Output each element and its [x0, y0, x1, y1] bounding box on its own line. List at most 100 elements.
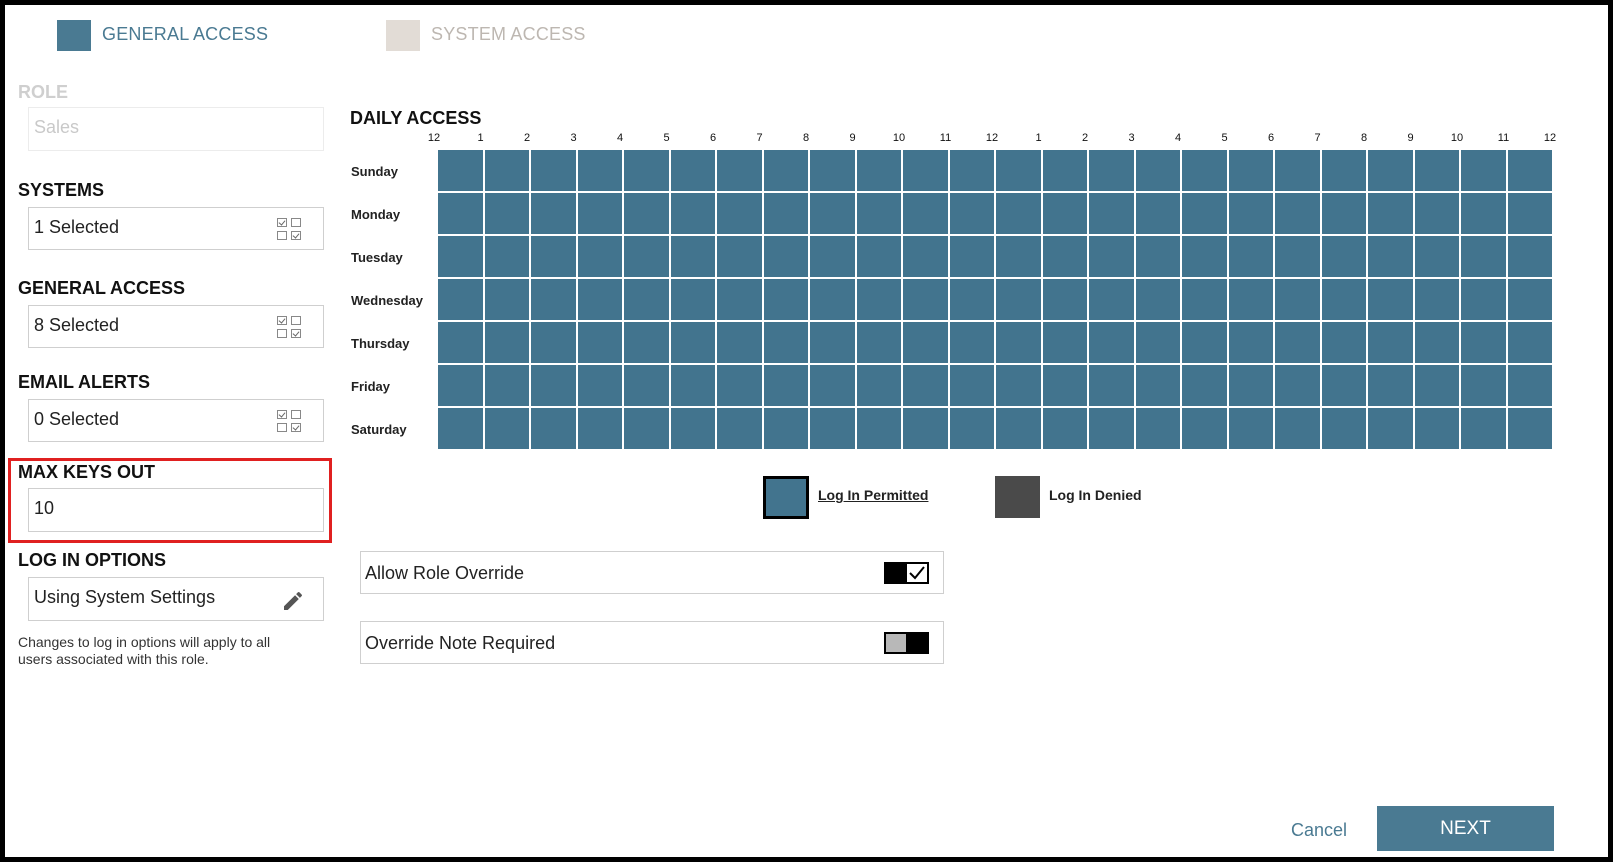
access-cell[interactable]: [670, 408, 715, 449]
access-cell[interactable]: [1321, 236, 1366, 277]
access-cell[interactable]: [1228, 279, 1273, 320]
access-cell[interactable]: [1461, 193, 1506, 234]
access-cell[interactable]: [1042, 408, 1087, 449]
access-cell[interactable]: [531, 150, 576, 191]
general-access-select[interactable]: 8 Selected: [28, 305, 324, 348]
access-cell[interactable]: [1182, 150, 1227, 191]
access-cell[interactable]: [1368, 150, 1413, 191]
access-cell[interactable]: [903, 408, 948, 449]
access-cell[interactable]: [1089, 279, 1134, 320]
access-cell[interactable]: [1182, 236, 1227, 277]
access-cell[interactable]: [763, 193, 808, 234]
access-cell[interactable]: [531, 408, 576, 449]
access-cell[interactable]: [763, 279, 808, 320]
access-cell[interactable]: [1135, 408, 1180, 449]
access-cell[interactable]: [1321, 365, 1366, 406]
access-cell[interactable]: [903, 365, 948, 406]
access-cell[interactable]: [949, 236, 994, 277]
access-cell[interactable]: [1228, 193, 1273, 234]
access-cell[interactable]: [670, 193, 715, 234]
access-cell[interactable]: [1042, 236, 1087, 277]
access-cell[interactable]: [1414, 193, 1459, 234]
access-cell[interactable]: [438, 193, 483, 234]
step-general-access-marker[interactable]: [57, 20, 91, 51]
access-cell[interactable]: [1414, 408, 1459, 449]
access-cell[interactable]: [1368, 279, 1413, 320]
access-cell[interactable]: [810, 408, 855, 449]
access-cell[interactable]: [1507, 150, 1552, 191]
access-cell[interactable]: [577, 365, 622, 406]
access-cell[interactable]: [856, 365, 901, 406]
access-cell[interactable]: [1228, 322, 1273, 363]
access-cell[interactable]: [1135, 279, 1180, 320]
access-cell[interactable]: [996, 322, 1041, 363]
access-cell[interactable]: [1461, 322, 1506, 363]
access-cell[interactable]: [717, 150, 762, 191]
access-cell[interactable]: [1182, 279, 1227, 320]
access-cell[interactable]: [903, 150, 948, 191]
access-cell[interactable]: [531, 236, 576, 277]
access-cell[interactable]: [438, 150, 483, 191]
access-cell[interactable]: [949, 193, 994, 234]
access-cell[interactable]: [624, 408, 669, 449]
access-cell[interactable]: [438, 408, 483, 449]
access-cell[interactable]: [1461, 408, 1506, 449]
step-system-access-label[interactable]: SYSTEM ACCESS: [431, 24, 586, 44]
access-cell[interactable]: [438, 236, 483, 277]
access-cell[interactable]: [1182, 193, 1227, 234]
access-cell[interactable]: [856, 279, 901, 320]
access-cell[interactable]: [531, 193, 576, 234]
access-cell[interactable]: [484, 279, 529, 320]
access-cell[interactable]: [1414, 322, 1459, 363]
access-cell[interactable]: [531, 322, 576, 363]
access-cell[interactable]: [1461, 279, 1506, 320]
access-cell[interactable]: [1042, 193, 1087, 234]
access-cell[interactable]: [1507, 322, 1552, 363]
legend-denied-label[interactable]: Log In Denied: [1049, 487, 1142, 503]
access-cell[interactable]: [1135, 365, 1180, 406]
log-in-options-field[interactable]: Using System Settings: [28, 577, 324, 621]
access-cell[interactable]: [1275, 322, 1320, 363]
access-cell[interactable]: [1368, 322, 1413, 363]
access-cell[interactable]: [1321, 279, 1366, 320]
legend-permitted-label[interactable]: Log In Permitted: [818, 487, 929, 503]
access-cell[interactable]: [903, 193, 948, 234]
access-cell[interactable]: [577, 279, 622, 320]
email-alerts-select[interactable]: 0 Selected: [28, 399, 324, 442]
access-cell[interactable]: [810, 365, 855, 406]
access-cell[interactable]: [438, 365, 483, 406]
access-cell[interactable]: [1414, 236, 1459, 277]
access-cell[interactable]: [484, 193, 529, 234]
access-cell[interactable]: [856, 322, 901, 363]
access-cell[interactable]: [996, 365, 1041, 406]
access-cell[interactable]: [717, 322, 762, 363]
access-cell[interactable]: [1228, 365, 1273, 406]
access-cell[interactable]: [949, 279, 994, 320]
access-cell[interactable]: [577, 322, 622, 363]
access-cell[interactable]: [1042, 150, 1087, 191]
max-keys-out-input[interactable]: 10: [28, 488, 324, 532]
access-cell[interactable]: [949, 408, 994, 449]
access-cell[interactable]: [1135, 193, 1180, 234]
access-cell[interactable]: [1321, 408, 1366, 449]
access-cell[interactable]: [856, 193, 901, 234]
pencil-icon[interactable]: [281, 589, 305, 613]
access-cell[interactable]: [624, 279, 669, 320]
access-cell[interactable]: [810, 279, 855, 320]
allow-role-override-toggle[interactable]: [884, 562, 929, 584]
access-cell[interactable]: [624, 365, 669, 406]
access-cell[interactable]: [624, 193, 669, 234]
access-cell[interactable]: [1275, 365, 1320, 406]
access-cell[interactable]: [717, 236, 762, 277]
checklist-grid-icon[interactable]: [277, 316, 305, 340]
access-cell[interactable]: [1135, 322, 1180, 363]
checklist-grid-icon[interactable]: [277, 218, 305, 242]
access-cell[interactable]: [577, 408, 622, 449]
access-cell[interactable]: [903, 322, 948, 363]
access-cell[interactable]: [1321, 150, 1366, 191]
access-cell[interactable]: [1135, 150, 1180, 191]
access-cell[interactable]: [484, 365, 529, 406]
access-cell[interactable]: [531, 279, 576, 320]
step-general-access-label[interactable]: GENERAL ACCESS: [102, 24, 269, 44]
access-cell[interactable]: [903, 279, 948, 320]
